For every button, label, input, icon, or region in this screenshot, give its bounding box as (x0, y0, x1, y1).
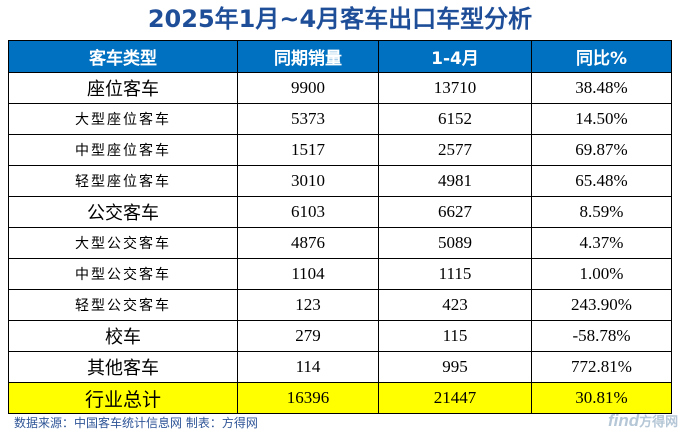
current-cell: 115 (378, 320, 532, 352)
type-cell: 中型公交客车 (8, 258, 238, 290)
prior-cell: 1104 (237, 258, 379, 290)
table-row: 公交客车 6103 6627 8.59% (8, 196, 672, 228)
current-cell: 423 (378, 289, 532, 321)
prior-cell: 5373 (237, 103, 379, 135)
source-note: 数据来源：中国客车统计信息网 制表：方得网 (14, 416, 258, 430)
type-cell: 公交客车 (8, 196, 238, 228)
prior-cell: 4876 (237, 227, 379, 259)
type-cell: 轻型座位客车 (8, 165, 238, 197)
total-yoy: 30.81% (531, 382, 672, 414)
table-row: 其他客车 114 995 772.81% (8, 351, 672, 383)
current-cell: 6152 (378, 103, 532, 135)
prior-cell: 114 (237, 351, 379, 383)
column-header: 客车类型 (8, 40, 238, 73)
column-header: 1-4月 (378, 40, 532, 73)
logo-latin: find (608, 411, 640, 430)
current-cell: 995 (378, 351, 532, 383)
total-label: 行业总计 (8, 382, 238, 414)
prior-cell: 1517 (237, 134, 379, 166)
type-cell: 其他客车 (8, 351, 238, 383)
header-row: 客车类型 同期销量 1-4月 同比% (8, 40, 672, 73)
type-cell: 校车 (8, 320, 238, 352)
table-row: 大型座位客车 5373 6152 14.50% (8, 103, 672, 135)
current-cell: 1115 (378, 258, 532, 290)
prior-cell: 123 (237, 289, 379, 321)
current-cell: 4981 (378, 165, 532, 197)
total-current: 21447 (378, 382, 532, 414)
yoy-cell: 69.87% (531, 134, 672, 166)
prior-cell: 3010 (237, 165, 379, 197)
table-row: 轻型公交客车 123 423 243.90% (8, 289, 672, 321)
yoy-cell: 772.81% (531, 351, 672, 383)
prior-cell: 9900 (237, 72, 379, 104)
table-row: 大型公交客车 4876 5089 4.37% (8, 227, 672, 259)
current-cell: 2577 (378, 134, 532, 166)
logo-chinese: 方得网 (639, 414, 679, 429)
current-cell: 5089 (378, 227, 532, 259)
yoy-cell: -58.78% (531, 320, 672, 352)
type-cell: 座位客车 (8, 72, 238, 104)
yoy-cell: 38.48% (531, 72, 672, 104)
table-row: 座位客车 9900 13710 38.48% (8, 72, 672, 104)
type-cell: 大型公交客车 (8, 227, 238, 259)
site-logo: find方得网 (608, 411, 678, 431)
table-row: 轻型座位客车 3010 4981 65.48% (8, 165, 672, 197)
total-row: 行业总计 16396 21447 30.81% (8, 382, 672, 414)
chart-title: 2025年1月~4月客车出口车型分析 (147, 5, 533, 33)
current-cell: 13710 (378, 72, 532, 104)
table-row: 中型座位客车 1517 2577 69.87% (8, 134, 672, 166)
current-cell: 6627 (378, 196, 532, 228)
yoy-cell: 4.37% (531, 227, 672, 259)
column-header: 同期销量 (237, 40, 379, 73)
table-row: 校车 279 115 -58.78% (8, 320, 672, 352)
export-table: 客车类型 同期销量 1-4月 同比% 座位客车 9900 13710 38.48% 大型… (8, 40, 672, 414)
yoy-cell: 14.50% (531, 103, 672, 135)
yoy-cell: 65.48% (531, 165, 672, 197)
column-header: 同比% (531, 40, 672, 73)
prior-cell: 279 (237, 320, 379, 352)
type-cell: 中型座位客车 (8, 134, 238, 166)
type-cell: 轻型公交客车 (8, 289, 238, 321)
total-prior: 16396 (237, 382, 379, 414)
table-row: 中型公交客车 1104 1115 1.00% (8, 258, 672, 290)
prior-cell: 6103 (237, 196, 379, 228)
yoy-cell: 243.90% (531, 289, 672, 321)
type-cell: 大型座位客车 (8, 103, 238, 135)
yoy-cell: 8.59% (531, 196, 672, 228)
yoy-cell: 1.00% (531, 258, 672, 290)
